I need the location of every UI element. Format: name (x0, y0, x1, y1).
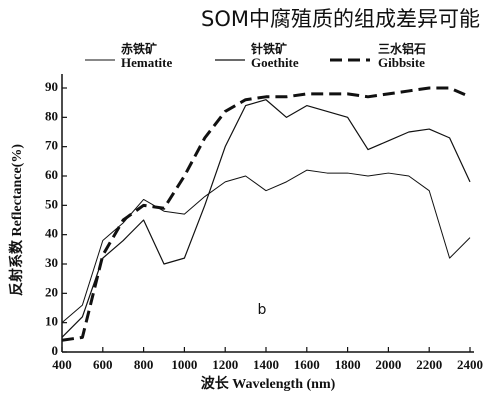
annotation: b (258, 302, 267, 318)
x-tick-label: 1200 (212, 357, 238, 372)
chart-title: SOM中腐殖质的组成差异可能 (201, 7, 480, 31)
x-tick-label: 1600 (294, 357, 320, 372)
x-tick-label: 1800 (335, 357, 361, 372)
x-tick-label: 400 (52, 357, 72, 372)
y-tick-label: 40 (45, 226, 58, 241)
y-tick-label: 0 (52, 343, 59, 358)
series-line (61, 99, 471, 338)
legend-label-zh: 三水铝石 (378, 41, 426, 56)
legend-label: Goethite (251, 55, 299, 70)
x-tick-label: 600 (93, 357, 113, 372)
x-axis-label: 波长 Wavelength (nm) (201, 375, 336, 392)
y-tick-label: 60 (45, 167, 58, 182)
legend-label-zh: 赤铁矿 (121, 41, 157, 56)
y-tick-label: 20 (45, 284, 58, 299)
y-tick-label: 90 (45, 79, 58, 94)
series-line (61, 86, 471, 342)
y-tick-label: 50 (45, 196, 58, 211)
x-tick-label: 2200 (416, 357, 442, 372)
x-tick-label: 2000 (375, 357, 401, 372)
y-tick-label: 30 (45, 255, 58, 270)
x-tick-label: 1400 (253, 357, 279, 372)
legend-label: Hematite (121, 55, 172, 70)
y-tick-label: 10 (45, 314, 58, 329)
legend-label: Gibbsite (378, 55, 425, 70)
y-axis-label: 反射系数 Reflectance(%) (8, 144, 25, 296)
y-tick-label: 70 (45, 138, 58, 153)
x-tick-label: 2400 (457, 357, 483, 372)
x-tick-label: 1000 (171, 357, 197, 372)
series-line (61, 169, 471, 324)
legend-label-zh: 针铁矿 (251, 41, 287, 56)
y-tick-label: 80 (45, 108, 58, 123)
x-tick-label: 800 (134, 357, 154, 372)
